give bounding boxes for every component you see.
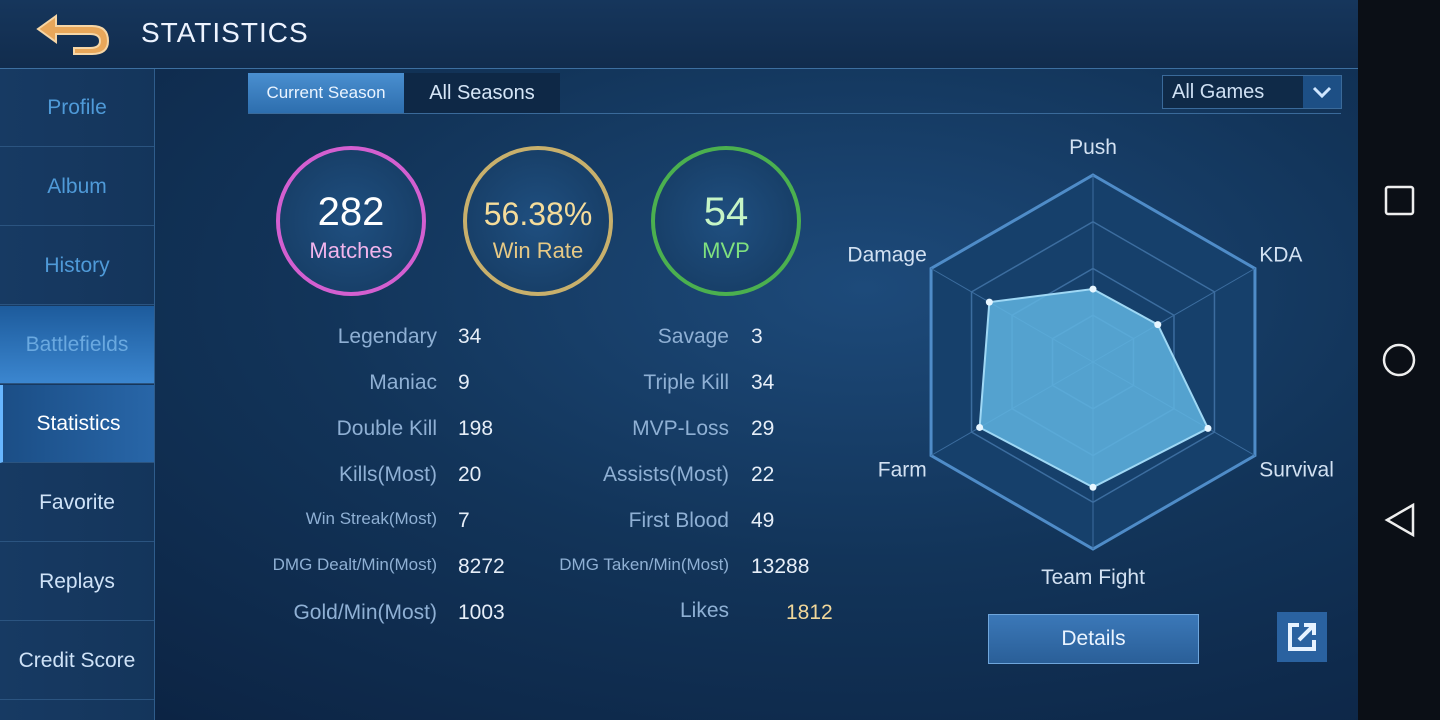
dropdown-label: All Games bbox=[1172, 81, 1265, 103]
likes-label: Likes bbox=[679, 599, 729, 622]
radar-chart: Push KDA Survival Team Fight Farm Damage bbox=[847, 136, 1334, 589]
sidebar-item[interactable]: Profile bbox=[0, 69, 154, 147]
stat-value: 34 bbox=[458, 325, 482, 348]
tab-all-seasons[interactable]: All Seasons bbox=[404, 73, 560, 113]
summary-value: 56.38% bbox=[483, 196, 593, 232]
radar-point bbox=[1154, 321, 1162, 329]
radar-axis-label: Team Fight bbox=[1041, 566, 1145, 589]
stat-value: 29 bbox=[751, 417, 775, 440]
sidebar-item[interactable]: Credit Score bbox=[0, 622, 154, 700]
sidebar-item[interactable]: History bbox=[0, 227, 154, 305]
radar-point bbox=[985, 298, 993, 306]
stat-label: Kills(Most) bbox=[339, 463, 437, 486]
stat-value: 22 bbox=[751, 463, 775, 486]
stat-value: 20 bbox=[458, 463, 482, 486]
stat-label: Gold/Min(Most) bbox=[293, 601, 437, 624]
tab-bar: Current Season All Seasons bbox=[248, 73, 1341, 114]
stat-label: Savage bbox=[657, 325, 729, 348]
win-rate-ring: 56.38% Win Rate bbox=[463, 146, 613, 296]
radar-axis-label: KDA bbox=[1259, 244, 1302, 267]
stat-label: Double Kill bbox=[336, 417, 437, 440]
sidebar-item[interactable]: Statistics bbox=[0, 385, 154, 463]
stat-value: 8272 bbox=[458, 555, 505, 578]
summary-label: Win Rate bbox=[492, 238, 584, 263]
back-nav-button[interactable] bbox=[1384, 502, 1415, 538]
sidebar: Profile Album History Battlefields Statistic… bbox=[0, 69, 155, 720]
stat-value: 49 bbox=[751, 509, 775, 532]
top-bar: STATISTICS bbox=[0, 0, 1358, 69]
sidebar-item[interactable]: Favorite bbox=[0, 464, 154, 542]
dropdown-arrow bbox=[1303, 76, 1341, 108]
home-button[interactable] bbox=[1382, 343, 1416, 377]
stat-label: First Blood bbox=[628, 509, 729, 532]
details-button[interactable]: Details bbox=[988, 614, 1199, 664]
radar-axis-label: Damage bbox=[847, 244, 926, 267]
summary-label: MVP bbox=[702, 238, 750, 263]
radar-axis-label: Farm bbox=[878, 459, 927, 482]
stat-value: 9 bbox=[458, 371, 470, 394]
page-title: STATISTICS bbox=[141, 17, 309, 48]
stat-label: DMG Dealt/Min(Most) bbox=[272, 555, 437, 574]
mvp-ring: 54 MVP bbox=[651, 146, 801, 296]
likes-value: 1812 bbox=[786, 601, 833, 624]
summary-value: 54 bbox=[703, 190, 749, 234]
stat-value: 13288 bbox=[751, 555, 810, 578]
sidebar-item[interactable]: Battlefields bbox=[0, 306, 154, 384]
recent-apps-button[interactable] bbox=[1384, 185, 1415, 216]
radar-point bbox=[1204, 424, 1212, 432]
stat-value: 1003 bbox=[458, 601, 505, 624]
stat-label: Triple Kill bbox=[643, 371, 729, 394]
sidebar-item[interactable]: Replays bbox=[0, 543, 154, 621]
stat-label: Win Streak(Most) bbox=[305, 509, 437, 528]
radar-axis-label: Survival bbox=[1259, 459, 1334, 482]
stat-label: MVP-Loss bbox=[632, 417, 729, 440]
radar-point bbox=[1089, 483, 1097, 491]
stat-value: 3 bbox=[751, 325, 763, 348]
stat-label: Assists(Most) bbox=[603, 463, 729, 486]
system-nav-bar bbox=[1358, 0, 1440, 720]
stat-value: 7 bbox=[458, 509, 470, 532]
summary-label: Matches bbox=[309, 238, 393, 263]
radar-point bbox=[976, 423, 984, 431]
share-button[interactable] bbox=[1277, 612, 1327, 662]
back-button[interactable] bbox=[34, 10, 112, 56]
games-dropdown[interactable]: All Games bbox=[1162, 75, 1342, 109]
stat-label: Maniac bbox=[369, 371, 437, 394]
sidebar-item[interactable]: Album bbox=[0, 148, 154, 226]
radar-axis-label: Push bbox=[1069, 136, 1117, 159]
summary-value: 282 bbox=[317, 190, 385, 234]
stat-value: 198 bbox=[458, 417, 494, 440]
stat-label: Legendary bbox=[337, 325, 437, 348]
radar-point bbox=[1089, 285, 1097, 293]
nav-icons bbox=[1382, 185, 1416, 538]
stat-label: DMG Taken/Min(Most) bbox=[559, 555, 729, 574]
tab-current-season[interactable]: Current Season bbox=[248, 73, 404, 113]
matches-ring: 282 Matches bbox=[276, 146, 426, 296]
stat-value: 34 bbox=[751, 371, 775, 394]
